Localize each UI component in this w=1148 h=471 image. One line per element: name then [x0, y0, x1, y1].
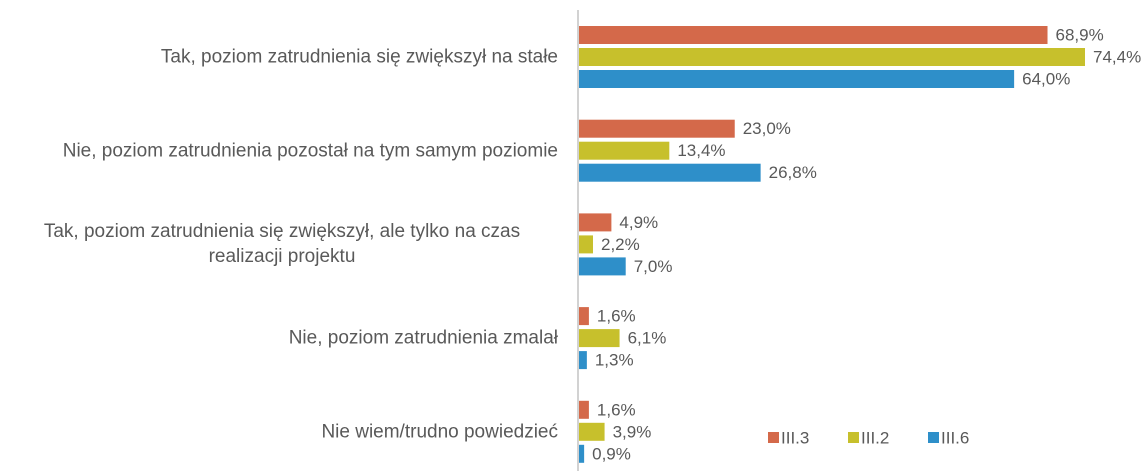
legend-swatch [848, 432, 859, 443]
category-label: Tak, poziom zatrudnienia się zwiększył n… [0, 45, 558, 70]
value-label: 1,6% [597, 400, 636, 419]
category-label: Nie, poziom zatrudnienia pozostał na tym… [0, 138, 558, 163]
category-text: Tak, poziom zatrudnienia się zwiększył, … [43, 221, 521, 268]
category-label: Nie wiem/trudno powiedzieć [0, 419, 558, 444]
category-label: Nie, poziom zatrudnienia zmalał [0, 326, 558, 351]
legend-swatch [768, 432, 779, 443]
bar [579, 329, 620, 348]
value-label: 0,9% [592, 444, 631, 463]
value-label: 1,3% [595, 351, 634, 370]
bar [579, 257, 626, 276]
legend-label: III.3 [781, 428, 809, 447]
legend-swatch [928, 432, 939, 443]
category-text: Nie, poziom zatrudnienia zmalał [288, 327, 558, 349]
value-label: 2,2% [601, 235, 640, 254]
value-label: 68,9% [1056, 25, 1104, 44]
bar [579, 163, 761, 182]
category-label: Tak, poziom zatrudnienia się zwiększył, … [0, 219, 558, 269]
value-label: 74,4% [1093, 47, 1141, 66]
bar [579, 351, 587, 370]
bar [579, 70, 1015, 88]
value-label: 4,9% [619, 213, 658, 232]
bar [579, 235, 593, 254]
bar [579, 26, 1048, 44]
value-label: 1,6% [597, 307, 636, 326]
bar [579, 307, 589, 326]
value-label: 6,1% [628, 329, 667, 348]
category-text: Tak, poziom zatrudnienia się zwiększył n… [160, 46, 558, 68]
bar [579, 400, 589, 419]
bar [579, 119, 735, 138]
bar [579, 141, 670, 160]
value-label: 64,0% [1022, 69, 1070, 88]
value-label: 23,0% [743, 119, 791, 138]
bar [579, 422, 605, 441]
value-label: 7,0% [634, 257, 673, 276]
legend-label: III.6 [941, 428, 969, 447]
category-text: Nie wiem/trudno powiedzieć [321, 421, 558, 443]
bar [579, 444, 585, 463]
category-text: Nie, poziom zatrudnienia pozostał na tym… [62, 140, 558, 162]
value-label: 26,8% [769, 163, 817, 182]
bar [579, 48, 1085, 66]
value-label: 13,4% [677, 141, 725, 160]
value-label: 3,9% [613, 422, 652, 441]
legend-label: III.2 [861, 428, 889, 447]
bar [579, 213, 612, 232]
